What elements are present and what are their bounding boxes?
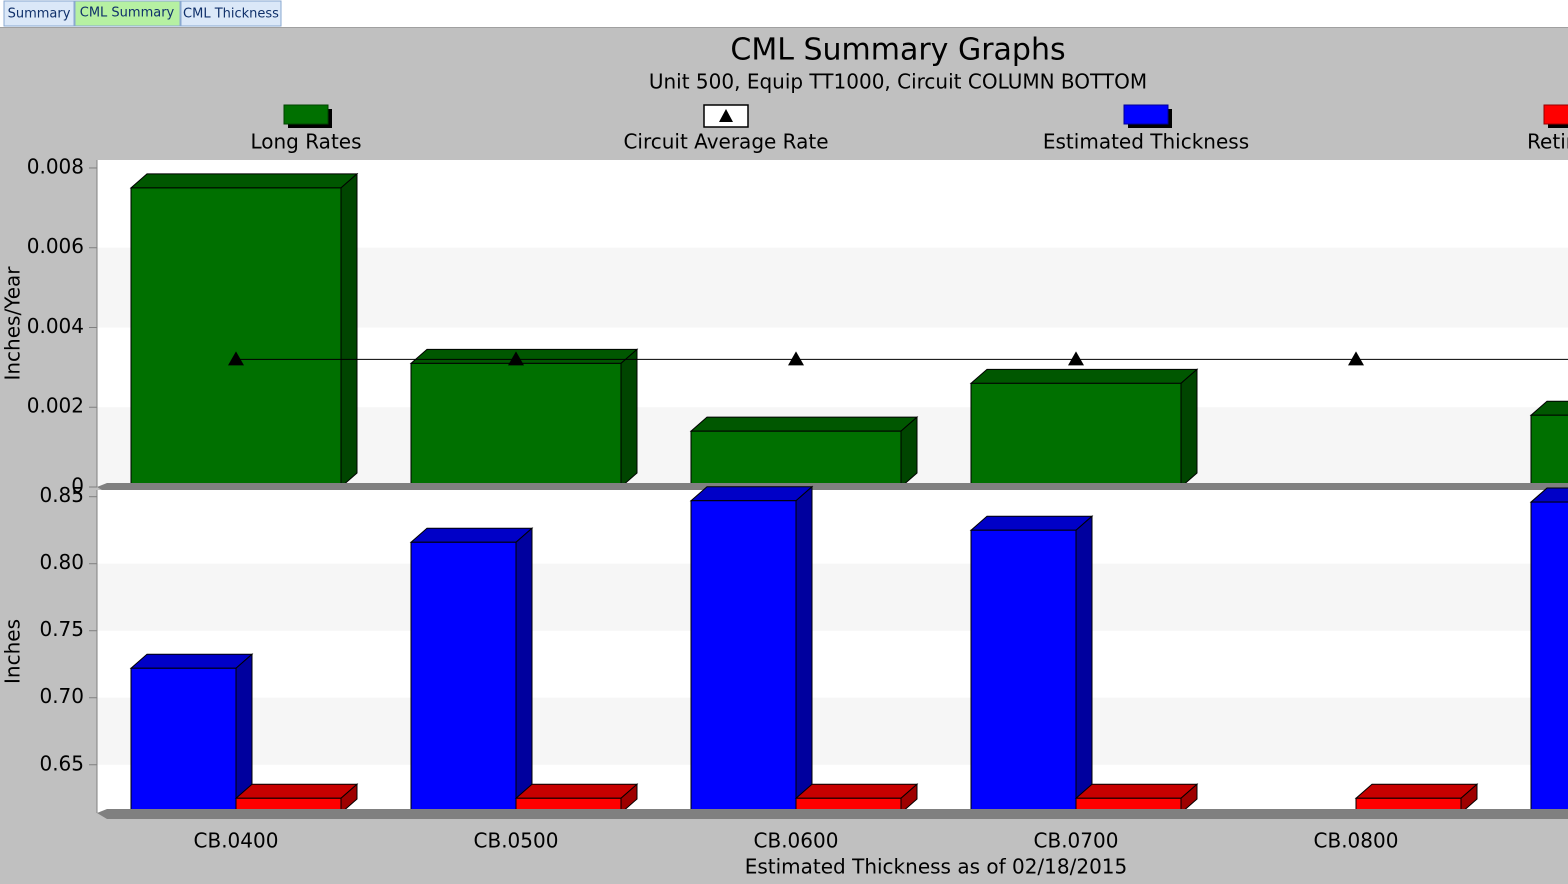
bar xyxy=(410,541,517,814)
legend-swatch xyxy=(1123,104,1169,125)
y-tick-label: 0.80 xyxy=(39,550,84,574)
bar-side xyxy=(340,172,358,489)
y-tick-label: 0.70 xyxy=(39,684,84,708)
average-marker xyxy=(1348,351,1364,366)
bar xyxy=(970,529,1077,814)
bar-top xyxy=(969,368,1199,384)
legend-swatch xyxy=(283,104,329,125)
bar-side xyxy=(515,527,533,815)
bar-top xyxy=(514,783,639,799)
bar xyxy=(410,362,622,488)
chart-title: CML Summary Graphs xyxy=(730,33,1065,68)
legend-label: Circuit Average Rate xyxy=(623,130,828,154)
bar-top xyxy=(1354,783,1479,799)
bar-top xyxy=(409,348,639,364)
bar-top xyxy=(1074,783,1199,799)
x-tick-label: CB.0700 xyxy=(1034,829,1119,853)
floor xyxy=(97,809,1568,819)
bar-top xyxy=(129,173,359,189)
average-marker xyxy=(788,351,804,366)
bar xyxy=(690,500,797,814)
tab-active[interactable] xyxy=(74,0,181,27)
bar xyxy=(130,187,342,488)
bar-top xyxy=(689,416,919,432)
legend-swatch xyxy=(1543,104,1568,125)
y-tick-label: 0.85 xyxy=(39,483,84,507)
tab-label[interactable]: CML Summary xyxy=(80,6,175,21)
bar-top xyxy=(1529,400,1568,416)
y-tick-label: 0.004 xyxy=(27,314,84,338)
y-tick-label: 0.75 xyxy=(39,617,84,641)
bar-side xyxy=(1180,368,1198,489)
x-axis-label: Estimated Thickness as of 02/18/2015 xyxy=(745,855,1128,879)
bar-top xyxy=(689,486,814,502)
y-tick-label: 0.002 xyxy=(27,394,84,418)
bar xyxy=(1530,501,1568,814)
x-tick-label: CB.0400 xyxy=(194,829,279,853)
average-marker xyxy=(1068,351,1084,366)
y-axis-label: Inches xyxy=(1,619,25,684)
bar xyxy=(970,382,1182,488)
tab[interactable] xyxy=(180,0,282,27)
legend-marker xyxy=(719,109,733,122)
tab[interactable] xyxy=(3,0,75,27)
bar xyxy=(130,667,237,814)
legend-label: Retiring xyxy=(1527,130,1568,154)
bar-top xyxy=(234,783,359,799)
x-tick-label: CB.0500 xyxy=(474,829,559,853)
y-tick-label: 0.008 xyxy=(27,154,84,178)
y-tick-label: 0.006 xyxy=(27,234,84,258)
y-tick-label: 0 xyxy=(71,474,84,498)
bar-top xyxy=(129,653,254,669)
y-tick-label: 0.65 xyxy=(39,751,84,775)
average-marker xyxy=(508,351,524,366)
bar-side xyxy=(1075,515,1093,815)
bar xyxy=(690,430,902,488)
average-marker xyxy=(228,351,244,366)
bar-top xyxy=(409,527,534,543)
legend-label: Long Rates xyxy=(250,130,361,154)
bar xyxy=(1530,414,1568,488)
bar-top xyxy=(969,515,1094,531)
x-tick-label: CB.0600 xyxy=(754,829,839,853)
bar-side xyxy=(795,485,813,815)
y-axis-label: Inches/Year xyxy=(1,266,25,381)
bar-side xyxy=(620,348,638,489)
chart-subtitle: Unit 500, Equip TT1000, Circuit COLUMN B… xyxy=(649,70,1147,94)
tab-label[interactable]: CML Thickness xyxy=(183,7,279,22)
legend-label: Estimated Thickness xyxy=(1043,130,1249,154)
bar-top xyxy=(794,783,919,799)
grid-band xyxy=(97,697,1568,765)
bar-top xyxy=(1529,487,1568,503)
tab-label[interactable]: Summary xyxy=(8,7,71,22)
grid-band xyxy=(97,563,1568,631)
x-tick-label: CB.0800 xyxy=(1314,829,1399,853)
